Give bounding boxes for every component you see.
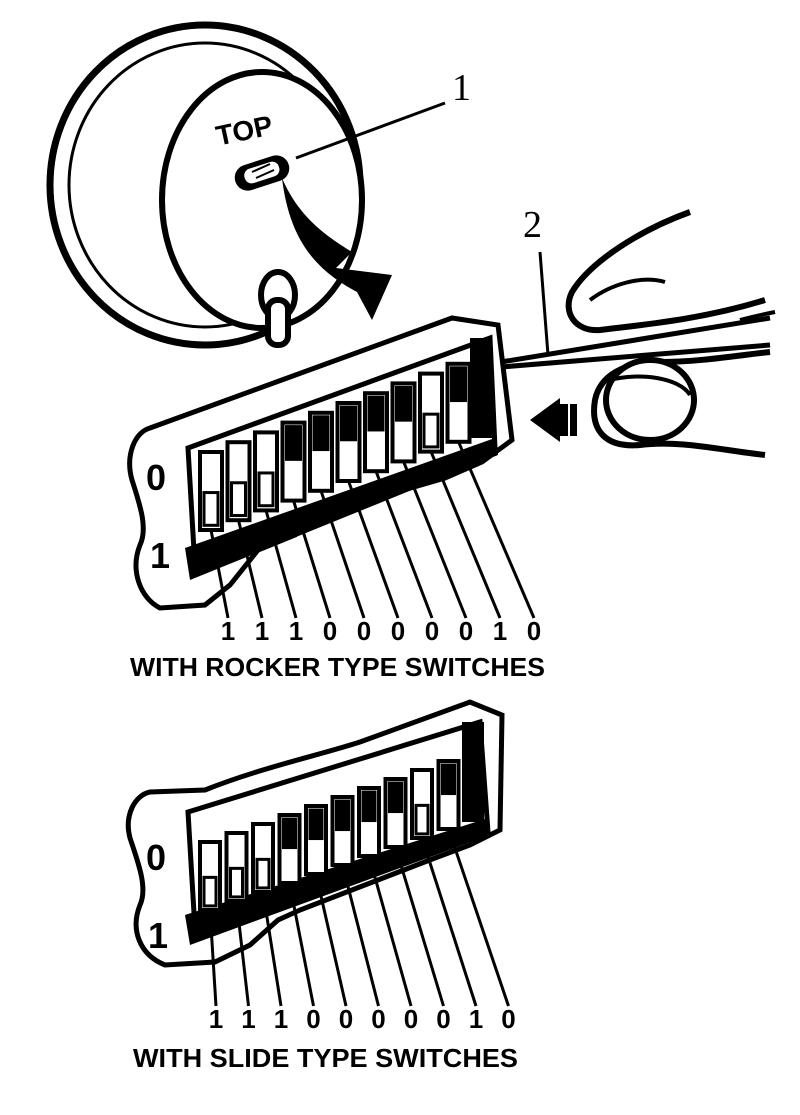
rocker-label-1: 1 (150, 535, 170, 576)
slide-setting-10: 0 (501, 1004, 515, 1034)
slide-switch-1 (198, 840, 222, 912)
rocker-switch-10 (445, 361, 472, 444)
gauge-mount-stud (258, 269, 298, 348)
rocker-setting-2: 1 (255, 616, 269, 646)
slide-leader-4 (288, 882, 315, 1007)
gauge-switch-slot (234, 155, 290, 191)
callout-1-label: 1 (452, 67, 471, 109)
gauge-face (159, 69, 365, 331)
callout-1: 1 (295, 67, 471, 160)
callout-2: 2 (523, 204, 550, 356)
slide-switch-9 (410, 768, 434, 840)
rocker-switch-4 (280, 420, 307, 503)
slide-leader-5 (314, 873, 348, 1007)
rocker-setting-3: 1 (289, 616, 303, 646)
rocker-switch-8 (390, 381, 417, 464)
slide-setting-5: 0 (339, 1004, 353, 1034)
slide-setting-7: 0 (404, 1004, 418, 1034)
slide-label-1: 1 (148, 915, 168, 956)
rocker-label-0: 0 (146, 457, 166, 498)
slide-switches (198, 759, 461, 912)
rocker-setting-8: 0 (459, 616, 473, 646)
slide-setting-9: 1 (469, 1004, 483, 1034)
rocker-switch-1 (198, 450, 224, 532)
slide-label-0: 0 (146, 837, 166, 878)
rocker-dark-strip (185, 438, 498, 580)
slide-setting-2: 1 (241, 1004, 255, 1034)
slide-switch-7 (357, 786, 381, 858)
gauge-illustration: TOP (46, 21, 392, 349)
callout-2-label: 2 (523, 204, 542, 246)
slide-switch-10 (436, 759, 461, 831)
slide-switch-8 (383, 777, 408, 849)
rocker-switch-9 (418, 371, 444, 454)
rocker-leader-5 (319, 490, 366, 619)
slide-leader-6 (341, 864, 380, 1007)
rocker-setting-6: 0 (391, 616, 405, 646)
slide-caption: WITH SLIDE TYPE SWITCHES (133, 1043, 518, 1073)
rocker-leader-4 (292, 500, 332, 619)
slide-leader-3 (261, 891, 283, 1007)
rocker-leader-10 (457, 441, 536, 619)
rocker-leader-9 (429, 451, 502, 619)
rocker-leader-3 (264, 509, 298, 619)
rocker-setting-10: 0 (527, 616, 541, 646)
slide-leader-8 (394, 846, 445, 1007)
slide-switch-4 (277, 813, 302, 885)
slide-leader-9 (420, 837, 478, 1007)
rocker-leader-1 (209, 529, 230, 619)
slide-leader-1 (208, 909, 218, 1007)
slide-setting-4: 0 (306, 1004, 320, 1034)
slide-leader-10 (447, 828, 510, 1007)
rocker-setting-4: 0 (323, 616, 337, 646)
rocker-switch-5 (308, 410, 334, 493)
rocker-switch-3 (253, 430, 279, 513)
slide-setting-6: 0 (371, 1004, 385, 1034)
rocker-caption: WITH ROCKER TYPE SWITCHES (130, 652, 545, 682)
rocker-switch-6 (335, 401, 362, 483)
slide-switch-3 (251, 822, 275, 894)
push-arrow (530, 398, 577, 442)
rocker-setting-7: 0 (425, 616, 439, 646)
rocker-leader-2 (237, 519, 264, 619)
slide-leader-7 (367, 855, 413, 1007)
slide-leader-lines (208, 828, 510, 1007)
slide-setting-1: 1 (209, 1004, 223, 1034)
slide-switch-5 (304, 804, 328, 876)
rocker-switch-7 (363, 391, 389, 474)
slide-dark-strip (185, 818, 490, 945)
slide-switch-2 (224, 831, 249, 903)
rocker-leader-6 (347, 480, 400, 619)
slide-setting-8: 0 (436, 1004, 450, 1034)
rocker-leader-lines (209, 441, 536, 619)
rocker-leader-7 (374, 470, 434, 619)
rocker-leader-8 (402, 460, 468, 619)
hand-illustration (439, 209, 776, 458)
slide-setting-3: 1 (274, 1004, 288, 1034)
rocker-setting-9: 1 (493, 616, 507, 646)
rocker-switches (198, 361, 472, 532)
slide-switch-6 (330, 795, 355, 867)
slide-leader-2 (235, 900, 250, 1007)
rocker-switch-2 (225, 440, 252, 523)
rocker-setting-5: 0 (357, 616, 371, 646)
rocker-setting-1: 1 (221, 616, 235, 646)
curved-arrow (282, 178, 392, 320)
